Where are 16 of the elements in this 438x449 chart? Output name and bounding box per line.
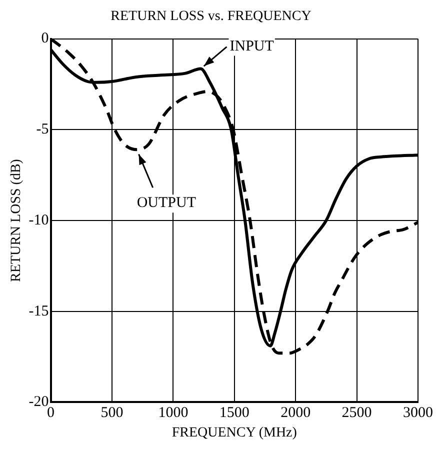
x-tick-label: 2000 (280, 405, 311, 422)
x-tick-label: 2500 (342, 405, 372, 422)
y-tick-label: -15 (28, 303, 49, 320)
y-tick-label: 0 (41, 30, 49, 47)
y-tick-label: -5 (36, 122, 49, 138)
x-axis-title: FREQUENCY (MHz) (172, 425, 298, 440)
annotation: OUTPUT (136, 195, 196, 212)
x-tick-label: 3000 (403, 405, 433, 422)
x-tick-label: 1500 (219, 405, 250, 422)
y-axis-title: RETURN LOSS (dB) (9, 158, 24, 282)
chart-title: RETURN LOSS vs. FREQUENCY (110, 9, 312, 24)
y-tick-label: -10 (28, 212, 49, 228)
x-tick-label: 1000 (158, 405, 188, 422)
y-tick-label: -20 (28, 394, 49, 410)
annotation: INPUT (230, 38, 274, 55)
x-tick-label: 500 (100, 405, 124, 422)
